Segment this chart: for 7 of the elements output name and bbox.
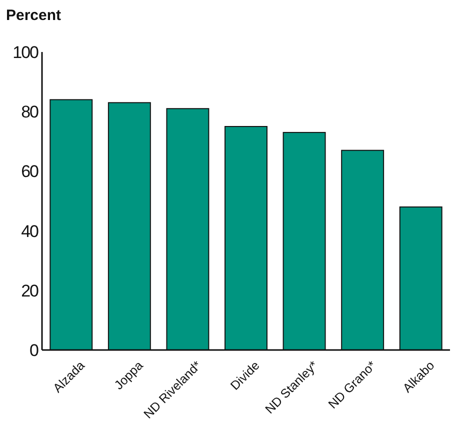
y-tick-label: 80 [21,102,39,122]
y-tick-label: 0 [30,340,39,360]
y-axis-title: Percent [6,7,62,24]
y-tick-label: 40 [21,222,39,241]
y-tick-label: 60 [21,162,39,182]
y-tick-label: 100 [12,42,39,62]
y-tick-label: 20 [21,281,39,300]
